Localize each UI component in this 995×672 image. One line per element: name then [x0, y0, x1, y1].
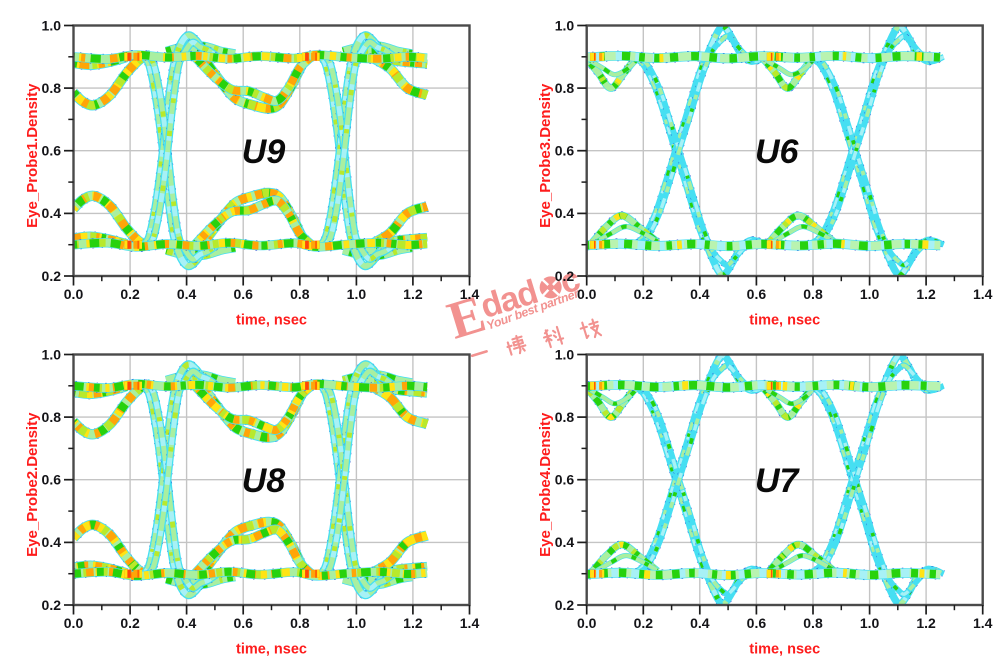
svg-text:0.4: 0.4 [42, 534, 62, 550]
svg-text:1.2: 1.2 [403, 286, 423, 302]
svg-text:time, nsec: time, nsec [236, 313, 307, 329]
svg-text:0.8: 0.8 [803, 615, 823, 631]
svg-text:0.8: 0.8 [555, 409, 575, 425]
svg-text:1.0: 1.0 [347, 615, 367, 631]
svg-text:0.6: 0.6 [555, 143, 575, 159]
svg-text:time, nsec: time, nsec [749, 313, 820, 329]
svg-text:0.6: 0.6 [233, 286, 253, 302]
svg-text:0.0: 0.0 [64, 286, 84, 302]
svg-text:0.2: 0.2 [42, 268, 62, 284]
svg-text:0.2: 0.2 [120, 615, 140, 631]
svg-text:1.0: 1.0 [555, 17, 575, 33]
svg-text:U8: U8 [242, 462, 286, 500]
svg-text:U9: U9 [242, 133, 286, 171]
svg-text:time, nsec: time, nsec [749, 642, 820, 658]
svg-text:0.6: 0.6 [747, 286, 767, 302]
svg-text:0.4: 0.4 [177, 615, 197, 631]
svg-text:0.6: 0.6 [42, 143, 62, 159]
svg-text:1.4: 1.4 [973, 615, 993, 631]
svg-text:0.6: 0.6 [747, 615, 767, 631]
svg-text:0.6: 0.6 [555, 472, 575, 488]
svg-text:1.4: 1.4 [460, 286, 480, 302]
svg-text:0.8: 0.8 [803, 286, 823, 302]
svg-text:Eye_Probe1.Density: Eye_Probe1.Density [24, 83, 41, 228]
svg-text:time, nsec: time, nsec [236, 642, 307, 658]
svg-text:1.0: 1.0 [42, 346, 62, 362]
svg-text:0.8: 0.8 [555, 80, 575, 96]
svg-text:1.0: 1.0 [347, 286, 367, 302]
svg-text:Eye_Probe4.Density: Eye_Probe4.Density [537, 412, 554, 557]
svg-text:0.6: 0.6 [233, 615, 253, 631]
svg-text:0.6: 0.6 [42, 472, 62, 488]
svg-text:0.2: 0.2 [634, 615, 654, 631]
svg-text:0.4: 0.4 [690, 615, 710, 631]
svg-text:0.4: 0.4 [42, 205, 62, 221]
svg-text:0.4: 0.4 [690, 286, 710, 302]
svg-text:1.0: 1.0 [860, 615, 880, 631]
svg-text:1.2: 1.2 [916, 286, 936, 302]
svg-text:0.0: 0.0 [577, 615, 597, 631]
svg-text:0.4: 0.4 [177, 286, 197, 302]
svg-text:1.0: 1.0 [555, 346, 575, 362]
svg-text:0.8: 0.8 [42, 80, 62, 96]
svg-text:1.2: 1.2 [403, 615, 423, 631]
svg-text:U6: U6 [755, 133, 800, 171]
svg-text:0.4: 0.4 [555, 534, 575, 550]
svg-text:0.8: 0.8 [290, 286, 310, 302]
svg-text:0.8: 0.8 [290, 615, 310, 631]
svg-text:0.4: 0.4 [555, 205, 575, 221]
svg-text:0.2: 0.2 [634, 286, 654, 302]
svg-text:1.0: 1.0 [42, 17, 62, 33]
svg-text:0.2: 0.2 [555, 597, 575, 613]
svg-text:1.0: 1.0 [860, 286, 880, 302]
svg-text:Eye_Probe2.Density: Eye_Probe2.Density [24, 412, 41, 557]
svg-text:0.2: 0.2 [42, 597, 62, 613]
svg-text:0.0: 0.0 [577, 286, 597, 302]
svg-text:Eye_Probe3.Density: Eye_Probe3.Density [537, 83, 554, 228]
svg-text:1.4: 1.4 [460, 615, 480, 631]
svg-text:0.2: 0.2 [120, 286, 140, 302]
svg-text:U7: U7 [755, 462, 801, 500]
svg-text:1.2: 1.2 [916, 615, 936, 631]
svg-text:0.2: 0.2 [555, 268, 575, 284]
svg-text:0.8: 0.8 [42, 409, 62, 425]
svg-text:1.4: 1.4 [973, 286, 993, 302]
svg-text:0.0: 0.0 [64, 615, 84, 631]
